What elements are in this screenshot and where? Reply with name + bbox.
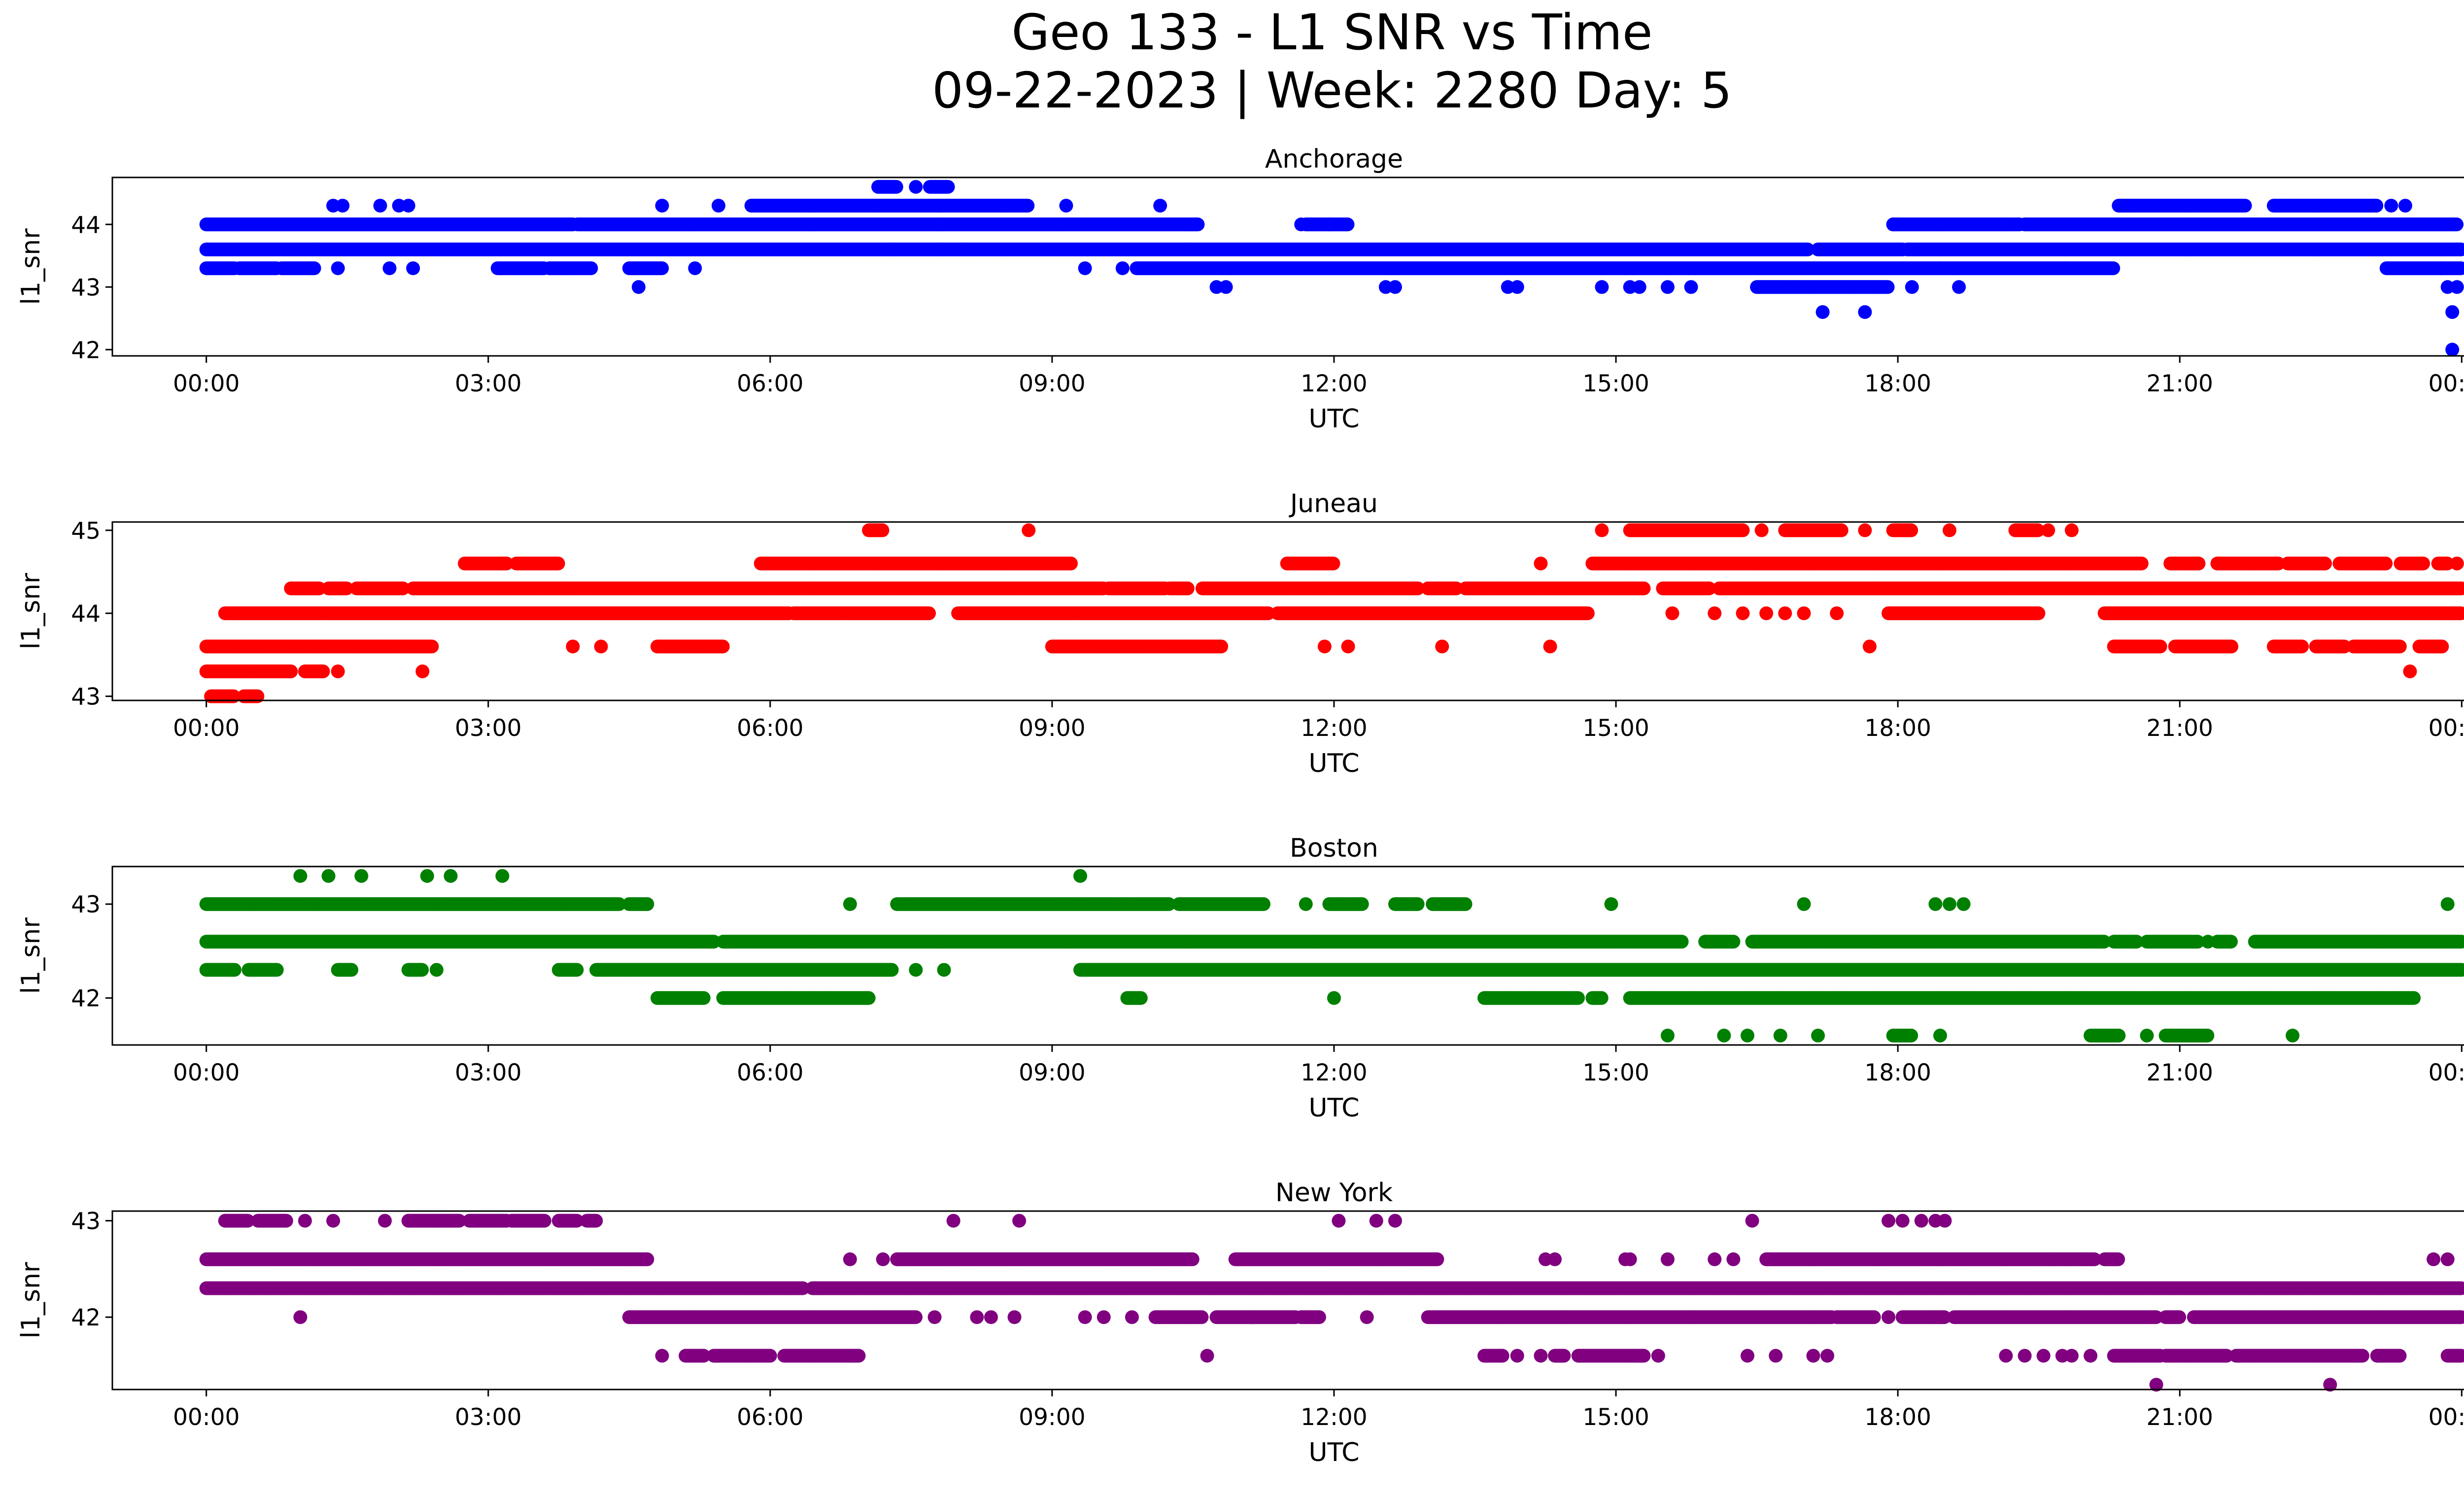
data-point <box>1905 280 1919 294</box>
subplot-title: Anchorage <box>1265 144 1403 174</box>
figure-title-line1: Geo 133 - L1 SNR vs Time <box>1012 3 1653 61</box>
data-point <box>1294 217 1308 232</box>
figure-title-line2: 09-22-2023 | Week: 2280 Day: 5 <box>932 62 1732 119</box>
data-point <box>937 243 951 257</box>
data-point <box>382 261 397 276</box>
scatter-points <box>199 180 2464 357</box>
data-point <box>960 243 975 257</box>
data-point <box>406 261 420 276</box>
data-point <box>1191 217 1205 232</box>
data-point <box>1952 280 1966 294</box>
data-point <box>1388 280 1402 294</box>
data-point <box>1595 280 1609 294</box>
data-point <box>688 261 702 276</box>
data-point <box>1322 217 1336 232</box>
data-point <box>1661 280 1675 294</box>
data-point <box>1340 217 1355 232</box>
data-point <box>1684 280 1698 294</box>
data-point <box>331 261 345 276</box>
data-point <box>307 261 321 276</box>
data-point <box>584 261 598 276</box>
data-point <box>631 280 646 294</box>
data-point <box>2106 261 2121 276</box>
data-point <box>1510 280 1524 294</box>
data-point <box>1632 280 1646 294</box>
data-point <box>2450 280 2464 294</box>
data-point <box>1881 280 1895 294</box>
data-point <box>1078 261 1092 276</box>
data-point <box>655 261 669 276</box>
data-point <box>1021 199 1035 213</box>
data-point <box>885 243 899 257</box>
data-point <box>1115 261 1129 276</box>
data-point <box>1886 217 1900 232</box>
data-point <box>2450 217 2464 232</box>
data-point <box>1219 280 1233 294</box>
